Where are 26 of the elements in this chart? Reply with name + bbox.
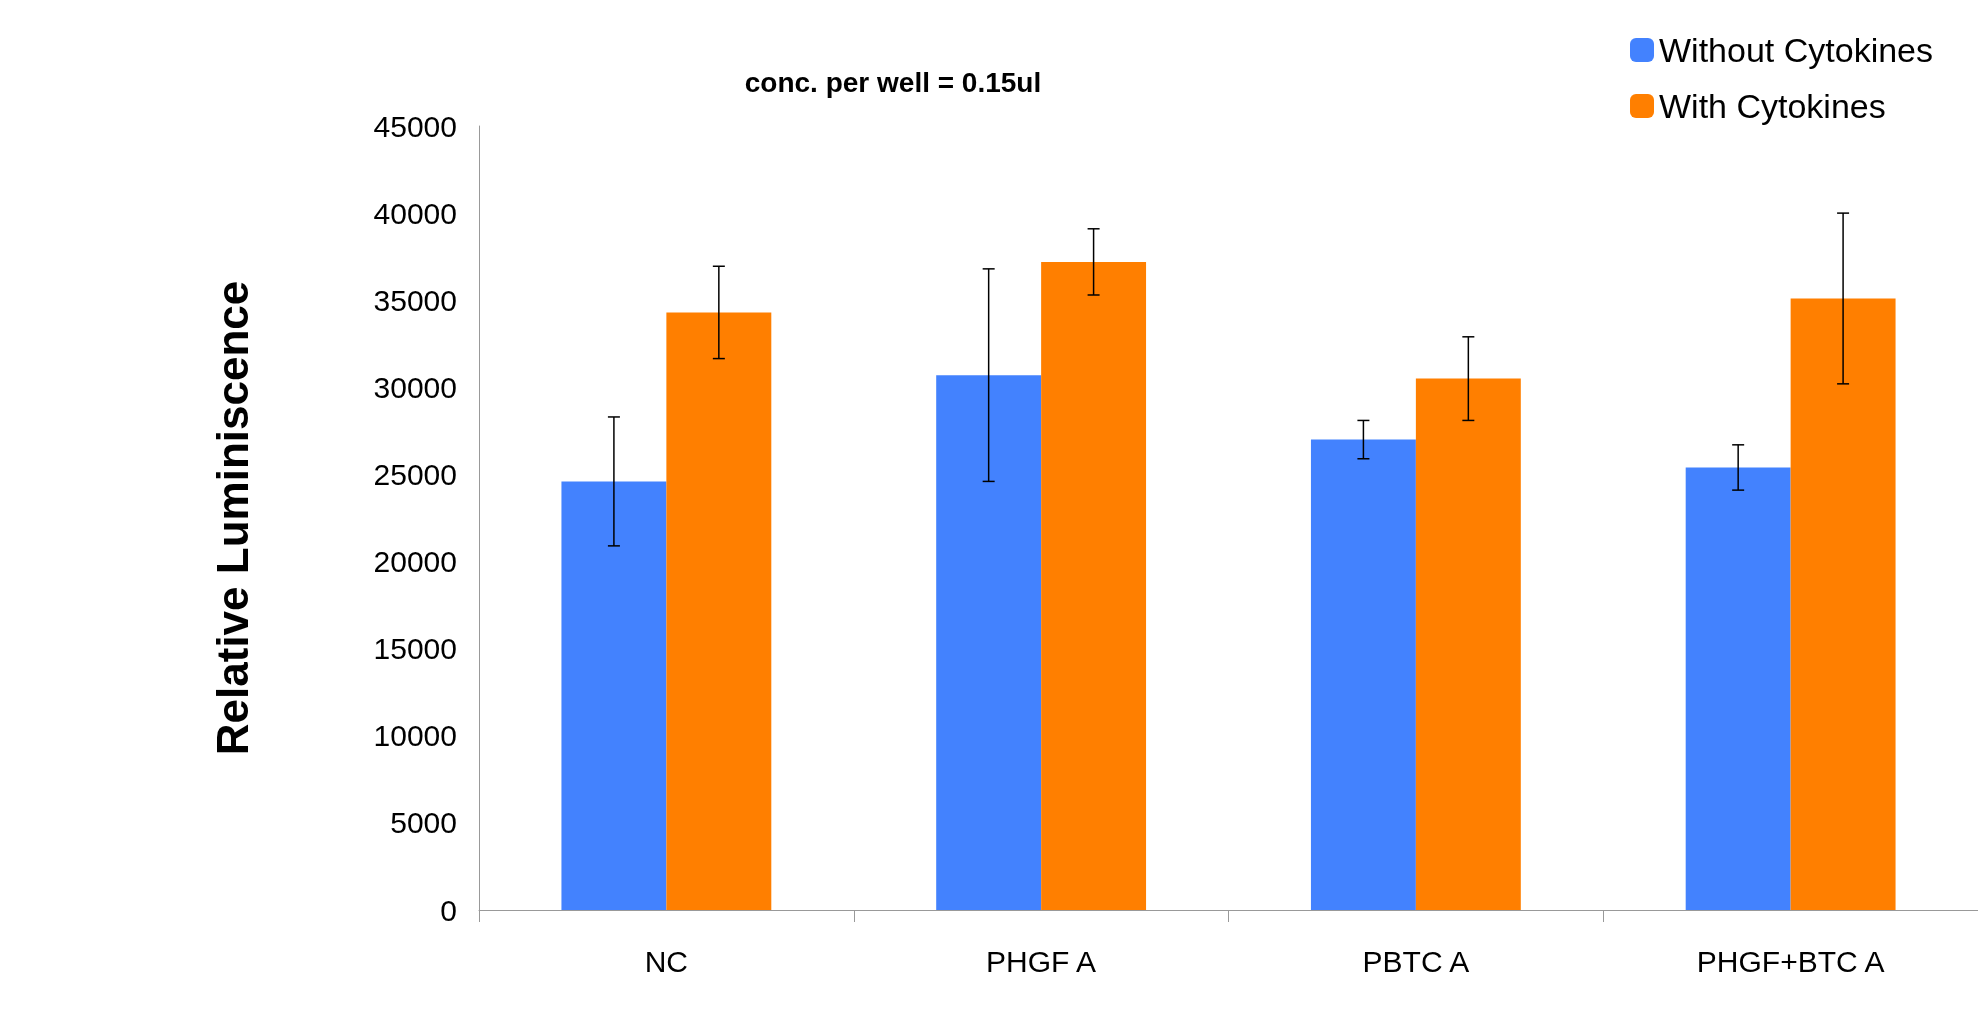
y-tick-label: 0: [440, 893, 457, 927]
y-axis-title: Relative Luminiscence: [207, 280, 257, 756]
bar: [1041, 261, 1147, 910]
y-tick-label: 45000: [373, 109, 457, 143]
bar: [561, 481, 667, 910]
x-tick-label: NC: [644, 944, 689, 978]
bar: [1415, 378, 1521, 910]
bar: [666, 312, 772, 910]
bar: [1310, 439, 1416, 910]
y-tick-label: 20000: [373, 545, 457, 579]
y-tick-label: 40000: [373, 196, 457, 230]
x-tick-label: PHGF A: [986, 944, 1097, 978]
legend-label: With Cytokines: [1659, 87, 1886, 125]
y-tick-label: 25000: [373, 457, 457, 491]
bar: [1790, 298, 1896, 910]
y-tick-label: 15000: [373, 632, 457, 666]
y-tick-label: 30000: [373, 370, 457, 404]
legend-label: Without Cytokines: [1659, 31, 1934, 69]
x-tick-label: PHGF+BTC A: [1696, 944, 1885, 978]
bar: [936, 375, 1042, 910]
y-tick-label: 5000: [390, 806, 457, 840]
chart-title: conc. per well = 0.15ul: [744, 66, 1042, 98]
y-tick-label: 10000: [373, 719, 457, 753]
x-tick-label: PBTC A: [1362, 944, 1470, 978]
y-tick-label: 35000: [373, 283, 457, 317]
bar: [1685, 467, 1791, 910]
